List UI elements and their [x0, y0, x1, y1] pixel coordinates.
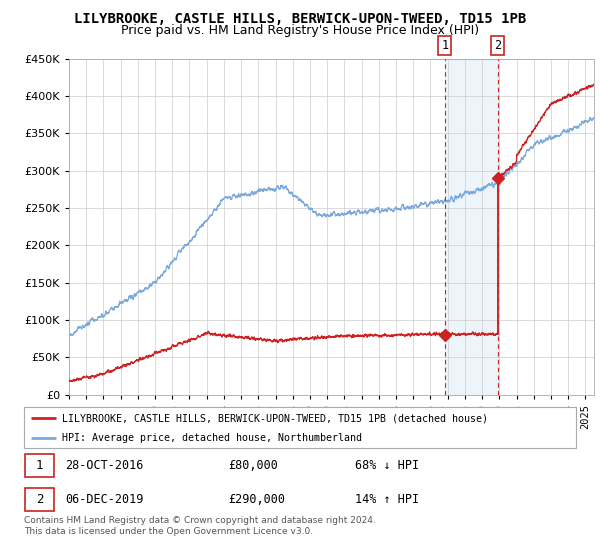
- Text: 28-OCT-2016: 28-OCT-2016: [65, 459, 144, 472]
- Text: 1: 1: [36, 459, 43, 472]
- Text: 2: 2: [494, 39, 502, 52]
- Text: 1: 1: [441, 39, 448, 52]
- FancyBboxPatch shape: [24, 407, 576, 448]
- Text: 14% ↑ HPI: 14% ↑ HPI: [355, 493, 419, 506]
- Text: Price paid vs. HM Land Registry's House Price Index (HPI): Price paid vs. HM Land Registry's House …: [121, 24, 479, 37]
- Text: LILYBROOKE, CASTLE HILLS, BERWICK-UPON-TWEED, TD15 1PB: LILYBROOKE, CASTLE HILLS, BERWICK-UPON-T…: [74, 12, 526, 26]
- Text: £290,000: £290,000: [228, 493, 285, 506]
- FancyBboxPatch shape: [25, 488, 54, 511]
- Text: £80,000: £80,000: [228, 459, 278, 472]
- Text: 2: 2: [36, 493, 43, 506]
- FancyBboxPatch shape: [25, 454, 54, 477]
- Text: HPI: Average price, detached house, Northumberland: HPI: Average price, detached house, Nort…: [62, 433, 362, 443]
- Text: Contains HM Land Registry data © Crown copyright and database right 2024.
This d: Contains HM Land Registry data © Crown c…: [24, 516, 376, 536]
- Text: LILYBROOKE, CASTLE HILLS, BERWICK-UPON-TWEED, TD15 1PB (detached house): LILYBROOKE, CASTLE HILLS, BERWICK-UPON-T…: [62, 413, 488, 423]
- Text: 68% ↓ HPI: 68% ↓ HPI: [355, 459, 419, 472]
- Text: 06-DEC-2019: 06-DEC-2019: [65, 493, 144, 506]
- Bar: [445, 59, 498, 395]
